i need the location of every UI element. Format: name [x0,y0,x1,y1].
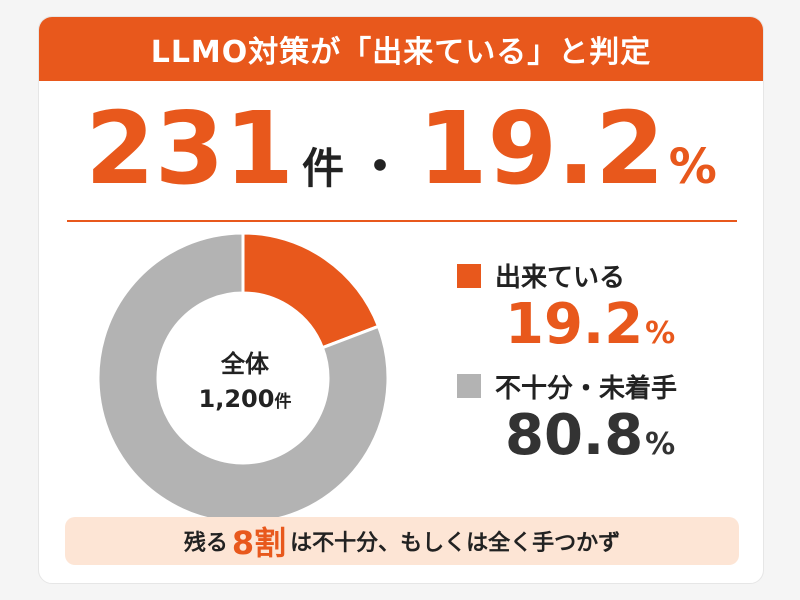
legend-value-insufficient: 80.8% [505,402,747,468]
donut-chart: 全体 1,200件 [95,233,395,523]
legend-head-done: 出来ている [457,257,747,294]
donut-svg [96,233,390,523]
donut-slice-insufficient [96,233,390,523]
legend-value-done: 19.2% [505,294,747,356]
footer-emphasis: 8割 [231,524,287,562]
infographic-card: LLMO対策が「出来ている」と判定 231 件 ・ 19.2 % 全体 1,20… [38,16,764,584]
headline-stats: 231 件 ・ 19.2 % [39,99,763,219]
legend-value-num-insufficient: 80.8 [505,402,644,468]
legend-item-insufficient: 不十分・未着手 80.8% [457,368,747,467]
headline-separator: ・ [355,139,404,195]
legend-value-num-done: 19.2 [505,292,644,357]
legend-swatch-insufficient [457,374,481,399]
legend-item-done: 出来ている 19.2% [457,257,747,356]
title-banner: LLMO対策が「出来ている」と判定 [39,17,763,81]
legend-value-unit-insufficient: % [645,426,676,462]
headline-percent-unit: % [668,139,717,195]
page-title: LLMO対策が「出来ている」と判定 [150,35,652,70]
footer-suffix: は不十分、もしくは全く手つかず [290,531,621,556]
headline-percent: 19.2 [417,90,665,207]
legend-swatch-done [457,263,481,288]
legend-value-unit-done: % [645,316,676,351]
headline-divider [67,220,737,222]
headline-count-unit: 件 [301,144,344,193]
donut-slice-done [241,233,381,350]
legend-head-insufficient: 不十分・未着手 [457,368,747,405]
legend-label-done: 出来ている [495,263,626,293]
footer-prefix: 残る [183,531,228,556]
footer-callout: 残る 8割 は不十分、もしくは全く手つかず [65,517,739,565]
headline-count: 231 [85,90,294,207]
chart-legend: 出来ている 19.2% 不十分・未着手 80.8% [457,257,747,478]
legend-label-insufficient: 不十分・未着手 [495,373,678,404]
